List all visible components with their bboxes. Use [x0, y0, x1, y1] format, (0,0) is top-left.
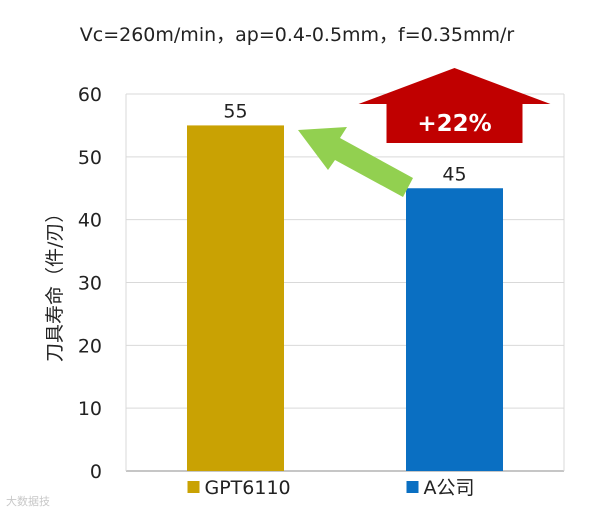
legend-label: A公司 [424, 477, 475, 499]
y-tick-label: 60 [78, 84, 102, 106]
legend: GPT6110 A公司 [187, 477, 475, 499]
y-axis-ticks: 0 10 20 30 40 50 60 [78, 84, 102, 483]
legend-label: GPT6110 [205, 477, 291, 499]
data-label: 55 [223, 100, 247, 122]
y-tick-label: 20 [78, 335, 102, 357]
y-tick-label: 40 [78, 210, 102, 232]
pointer-arrow [298, 127, 413, 197]
legend-swatch [406, 481, 419, 493]
data-labels: 55 45 [223, 100, 466, 185]
watermark: 大数据技 [6, 495, 50, 508]
y-tick-label: 30 [78, 273, 102, 295]
y-tick-label: 10 [78, 398, 102, 420]
y-tick-label: 50 [78, 147, 102, 169]
bars [187, 125, 503, 472]
bar [187, 125, 284, 472]
annotation: +22% [298, 68, 551, 197]
bar [406, 188, 503, 471]
y-axis-label: 刀具寿命（件/刃） [44, 203, 66, 362]
chart-subtitle: Vc=260m/min，ap=0.4-0.5mm，f=0.35mm/r [79, 24, 515, 46]
data-label: 45 [442, 163, 466, 185]
y-tick-label: 0 [90, 461, 102, 483]
legend-swatch [187, 481, 200, 493]
annotation-label: +22% [417, 111, 491, 137]
up-arrow-shape [358, 68, 551, 143]
